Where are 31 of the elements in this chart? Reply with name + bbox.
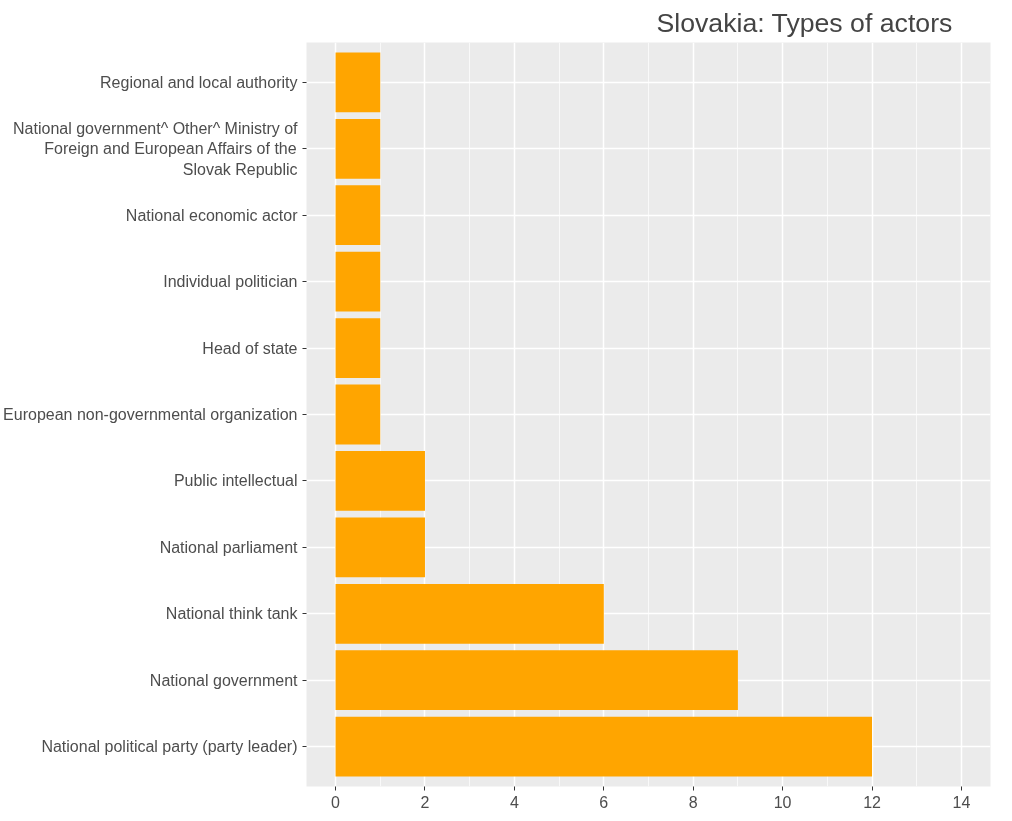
bar (335, 451, 425, 511)
x-tick-label: 0 (331, 793, 341, 811)
chart-title: Slovakia: Types of actors (656, 7, 953, 38)
bar (335, 52, 381, 113)
y-tick-label: Regional and local authority (100, 73, 298, 91)
bar (335, 118, 381, 179)
bar (335, 716, 873, 777)
y-tick-label: Public intellectual (173, 472, 298, 490)
bar (335, 384, 381, 445)
y-tick-label: National parliament (159, 538, 299, 556)
bar (335, 583, 604, 644)
x-tick-label: 8 (688, 793, 698, 811)
y-tick-label: National government^ Other^ Ministry of Foreign and European Affairs of the Slovak Republic (13, 119, 299, 178)
y-tick-label: National think tank (165, 605, 299, 623)
bar (335, 318, 381, 378)
x-tick-label: 12 (863, 793, 882, 811)
bar (335, 251, 381, 312)
y-tick-label: European non-governmental organization (3, 406, 298, 423)
bar (335, 517, 425, 578)
y-tick-label: Head of state (202, 339, 298, 357)
x-tick-label: 4 (509, 793, 519, 811)
y-tick-label: National government (149, 671, 299, 689)
bar (335, 185, 381, 246)
y-tick-label: National political party (party leader) (41, 738, 298, 756)
y-tick-label: National economic actor (125, 206, 299, 224)
bar (335, 650, 738, 711)
x-tick-label: 14 (952, 793, 971, 811)
y-tick-label: Individual politician (163, 273, 298, 291)
x-tick-label: 2 (420, 793, 430, 811)
x-tick-label: 6 (599, 793, 609, 811)
x-tick-label: 10 (773, 793, 792, 811)
